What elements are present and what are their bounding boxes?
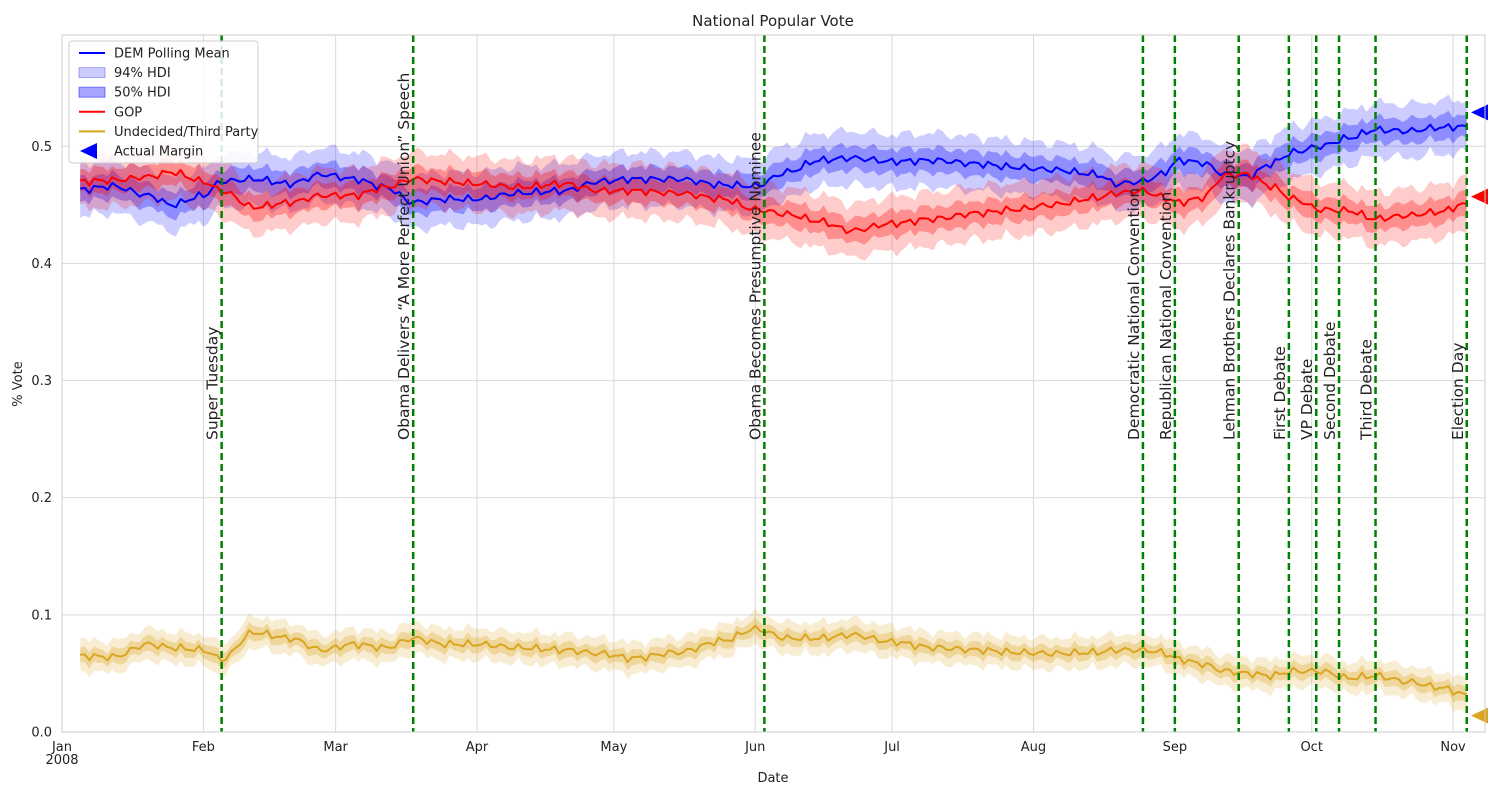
y-axis-title: % Vote [11,361,26,406]
event-label: Republican National Convention [1157,192,1175,440]
hdi50-band [80,617,1467,703]
actual-margin-markers [1471,104,1488,724]
event-label: Obama Delivers “A More Perfect Union” Sp… [395,73,413,440]
x-tick-label: Jun [744,740,765,755]
event-label: Lehman Brothers Declares Bankruptcy [1221,141,1239,440]
event-label: Super Tuesday [204,327,222,440]
legend-swatch-marker [80,143,97,159]
y-tick-label: 0.3 [31,374,52,389]
legend-label: 94% HDI [114,66,171,81]
x-tick-sublabel: 2008 [45,753,78,768]
y-tick-label: 0.4 [31,257,52,272]
legend-label: GOP [114,105,142,120]
legend-label: Actual Margin [114,145,203,160]
legend-box [68,40,259,164]
plot-frame [61,34,1486,733]
hdi94-band [80,141,1467,261]
actual-margin-marker [1471,707,1488,724]
legend-swatch-band [78,86,106,98]
x-tick-label: Sep [1163,740,1188,755]
event-markers: Super Tuesday Obama Delivers “A More Perf… [204,35,1469,732]
y-tick-label: 0.5 [31,140,52,155]
chart-title: National Popular Vote [692,12,854,30]
x-tick-label: May [600,740,627,755]
x-tick-label: Mar [323,740,348,755]
x-tick-label: Jul [883,740,900,755]
x-tick-label: Oct [1300,740,1322,755]
x-tick-label: Feb [192,740,215,755]
series-line [80,624,1468,696]
legend-label: DEM Polling Mean [114,47,230,62]
event-label: Election Day [1449,343,1467,440]
hdi94-band [80,94,1467,237]
hdi50-band [80,157,1467,245]
actual-margin-marker [1471,104,1488,121]
legend-label: 50% HDI [114,86,171,101]
y-tick-label: 0.0 [31,726,52,741]
legend: DEM Polling Mean 94% HDI 50% HDI GOP Undecid… [68,40,259,164]
event-label: Obama Becomes Presumptive Nominee [746,132,764,440]
series-lines [80,123,1468,696]
legend-swatch-band [78,67,106,79]
y-tick-label: 0.1 [31,608,52,623]
hdi94-band [80,608,1467,712]
plot-background [62,35,1485,732]
event-label: VP Debate [1298,359,1316,440]
legend-label: Undecided/Third Party [114,125,259,140]
event-label: First Debate [1271,346,1289,440]
event-label: Second Debate [1321,322,1339,440]
x-tick-label: Apr [466,740,489,755]
x-tick-label: Aug [1021,740,1046,755]
actual-margin-marker [1471,188,1488,205]
event-label: Third Debate [1358,339,1376,441]
series-line [80,168,1467,235]
event-label: Democratic National Convention [1125,188,1143,440]
y-tick-label: 0.2 [31,491,52,506]
x-axis-title: Date [757,771,788,786]
x-tick-label: Jan [51,740,72,755]
x-tick-label: Nov [1440,740,1466,755]
